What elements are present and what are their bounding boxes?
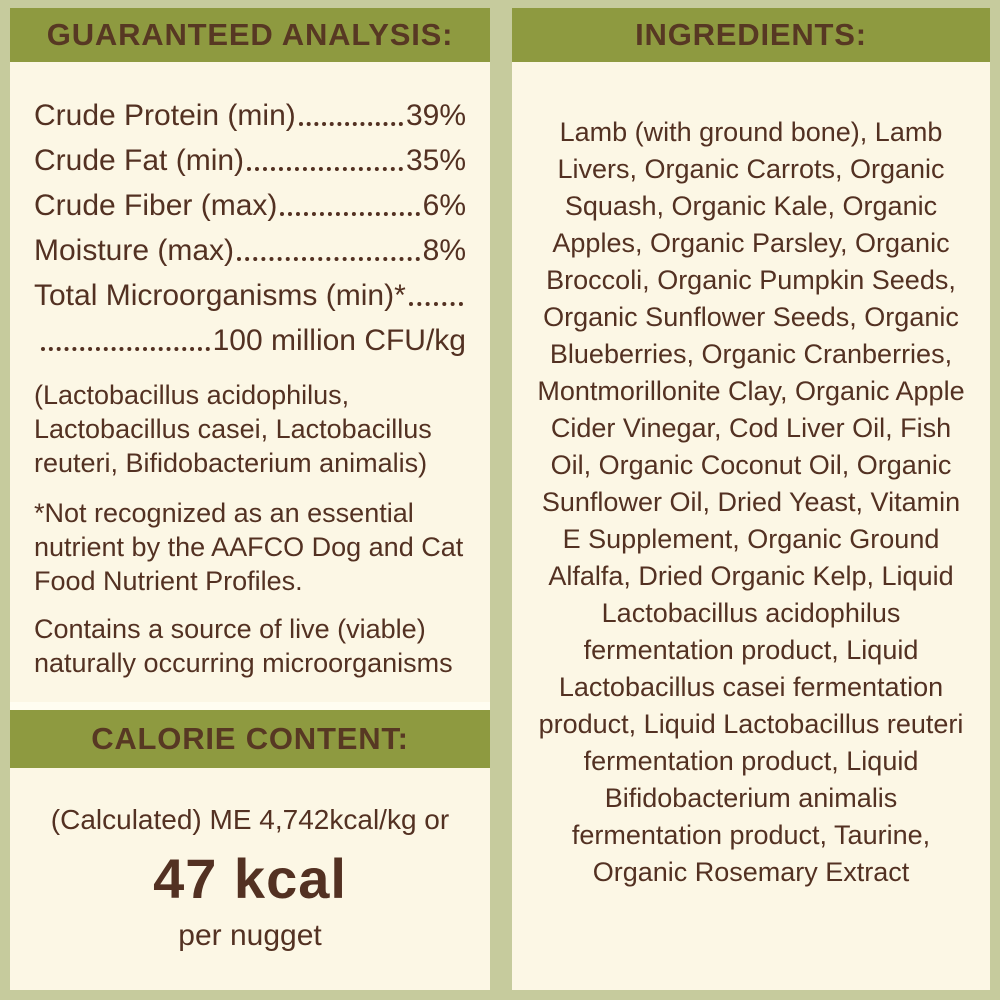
- analysis-label: Crude Fiber (max): [34, 189, 278, 222]
- viable-microorganisms-note: Contains a source of live (viable) natur…: [34, 614, 453, 678]
- ingredients-list: Lamb (with ground bone), Lamb Livers, Or…: [537, 117, 965, 887]
- guaranteed-analysis-panel: GUARANTEED ANALYSIS: Crude Protein (min)…: [10, 8, 490, 990]
- guaranteed-analysis-title: GUARANTEED ANALYSIS:: [46, 17, 454, 52]
- analysis-value: 6%: [422, 189, 466, 222]
- analysis-value: 35%: [405, 144, 466, 177]
- analysis-row-crude-protein: Crude Protein (min) 39%: [34, 88, 466, 133]
- analysis-label: Crude Protein (min): [34, 99, 296, 132]
- analysis-row-crude-fat: Crude Fat (min) 35%: [34, 133, 466, 178]
- calorie-content-title: CALORIE CONTENT:: [91, 721, 409, 756]
- analysis-value: 8%: [422, 234, 466, 267]
- analysis-body: Crude Protein (min) 39% Crude Fat (min) …: [10, 62, 490, 702]
- analysis-label: Moisture (max): [34, 234, 235, 267]
- calorie-unit: per nugget: [178, 919, 322, 952]
- ingredients-panel: INGREDIENTS: Lamb (with ground bone), La…: [512, 8, 990, 990]
- analysis-row-cfu-value: 100 million CFU/kg: [34, 313, 466, 358]
- aafco-footnote: *Not recognized as an essential nutrient…: [34, 498, 464, 596]
- analysis-row-crude-fiber: Crude Fiber (max) 6%: [34, 178, 466, 223]
- microorganisms-species-note: (Lactobacillus acidophilus, Lactobacillu…: [34, 380, 432, 478]
- calorie-content-header-bar: CALORIE CONTENT:: [10, 710, 490, 768]
- ingredients-body: Lamb (with ground bone), Lamb Livers, Or…: [512, 62, 990, 990]
- calorie-body: (Calculated) ME 4,742kcal/kg or 47 kcal …: [10, 768, 490, 990]
- analysis-label: Total Microorganisms (min)*: [34, 279, 406, 312]
- dot-leader: [237, 257, 420, 261]
- dot-leader: [280, 212, 420, 216]
- dot-leader: [298, 122, 403, 126]
- ingredients-header-bar: INGREDIENTS:: [512, 8, 990, 62]
- dot-leader: [41, 347, 210, 351]
- dot-leader: [247, 167, 403, 171]
- calorie-calculated-line: (Calculated) ME 4,742kcal/kg or: [50, 804, 450, 835]
- calorie-value: 47 kcal: [153, 847, 347, 910]
- analysis-row-total-microorganisms: Total Microorganisms (min)*: [34, 268, 466, 313]
- dot-leader: [408, 302, 463, 306]
- analysis-value: 100 million CFU/kg: [212, 324, 466, 357]
- analysis-label: Crude Fat (min): [34, 144, 245, 177]
- analysis-row-moisture: Moisture (max) 8%: [34, 223, 466, 268]
- ingredients-title: INGREDIENTS:: [635, 17, 867, 52]
- guaranteed-analysis-header-bar: GUARANTEED ANALYSIS:: [10, 8, 490, 62]
- section-separator: [10, 702, 490, 710]
- analysis-value: 39%: [405, 99, 466, 132]
